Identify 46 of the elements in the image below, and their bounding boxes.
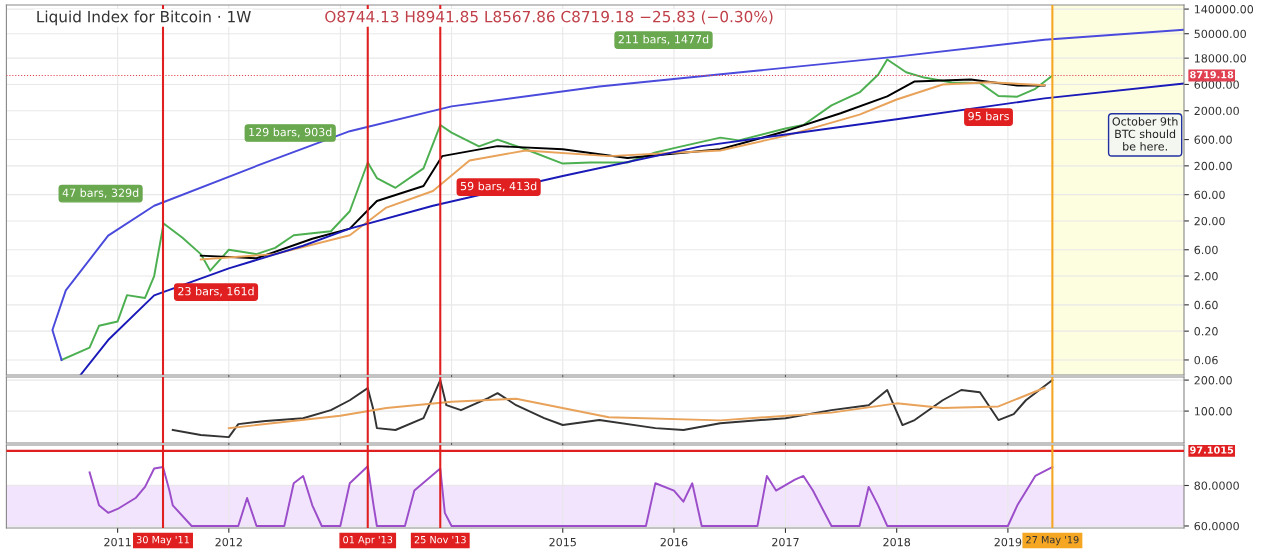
line-series <box>227 386 1046 430</box>
annotation: 59 bars, 413d <box>460 181 537 192</box>
x-tick-label: 2015 <box>549 537 576 547</box>
x-tick-label: 2012 <box>215 537 242 547</box>
ref-line-label: 30 May '11 <box>136 535 189 546</box>
line-series <box>60 58 1054 361</box>
annotation: 129 bars, 903d <box>249 127 332 138</box>
y-tick-label: 18000.00 <box>1194 54 1246 63</box>
y-tick-label: 6000.00 <box>1194 80 1239 89</box>
y-tick-label: 80.0000 <box>1194 481 1239 490</box>
y-tick-label: 600.00 <box>1194 135 1232 144</box>
ref-line-label: 97.1015 <box>1190 446 1234 454</box>
ref-line-label: 27 May '19 <box>1026 535 1079 546</box>
annotation: 211 bars, 1477d <box>618 34 709 45</box>
ref-line-label: 8719.18 <box>1190 70 1234 79</box>
y-tick-label: 2.00 <box>1194 272 1218 281</box>
chart-title: Liquid Index for Bitcoin · 1W <box>37 10 251 26</box>
chart-subtitle: O8744.13 H8941.85 L8567.86 C8719.18 −25.83 (−0.30%) <box>325 10 773 25</box>
y-tick-label: 50000.00 <box>1194 29 1246 39</box>
x-tick-label: 2017 <box>772 537 799 547</box>
ref-line-label: 25 Nov '13 <box>414 535 466 544</box>
y-tick-label: 0.06 <box>1194 355 1218 365</box>
annotation: 95 bars <box>968 111 1009 121</box>
x-tick-label: 2018 <box>883 537 911 547</box>
y-tick-label: 20.00 <box>1194 216 1225 226</box>
ref-line-label: 01 Apr '13 <box>343 535 393 546</box>
y-tick-label: 200.00 <box>1194 161 1232 171</box>
x-tick-label: 2011 <box>104 537 131 547</box>
annotation: 47 bars, 329d <box>62 188 139 199</box>
x-tick-label: 2016 <box>660 537 688 547</box>
x-tick-label: 2019 <box>994 537 1022 547</box>
y-tick-label: 100.00 <box>1194 407 1232 416</box>
line-series <box>171 379 1054 439</box>
annotation: October 9th BTC should be here. <box>1112 117 1178 151</box>
annotation: 23 bars, 161d <box>178 286 254 297</box>
line-series <box>79 82 1184 375</box>
y-tick-label: 200.00 <box>1194 376 1232 385</box>
y-tick-label: 6.00 <box>1194 245 1218 255</box>
y-tick-label: 140000.00 <box>1194 5 1254 14</box>
y-tick-label: 60.00 <box>1194 190 1225 200</box>
y-tick-label: 60.0000 <box>1194 521 1239 531</box>
line-series <box>88 465 1054 527</box>
y-tick-label: 0.60 <box>1194 300 1218 310</box>
y-tick-label: 0.20 <box>1194 327 1218 336</box>
y-tick-label: 2000.00 <box>1194 106 1239 116</box>
line-series <box>51 28 1184 361</box>
